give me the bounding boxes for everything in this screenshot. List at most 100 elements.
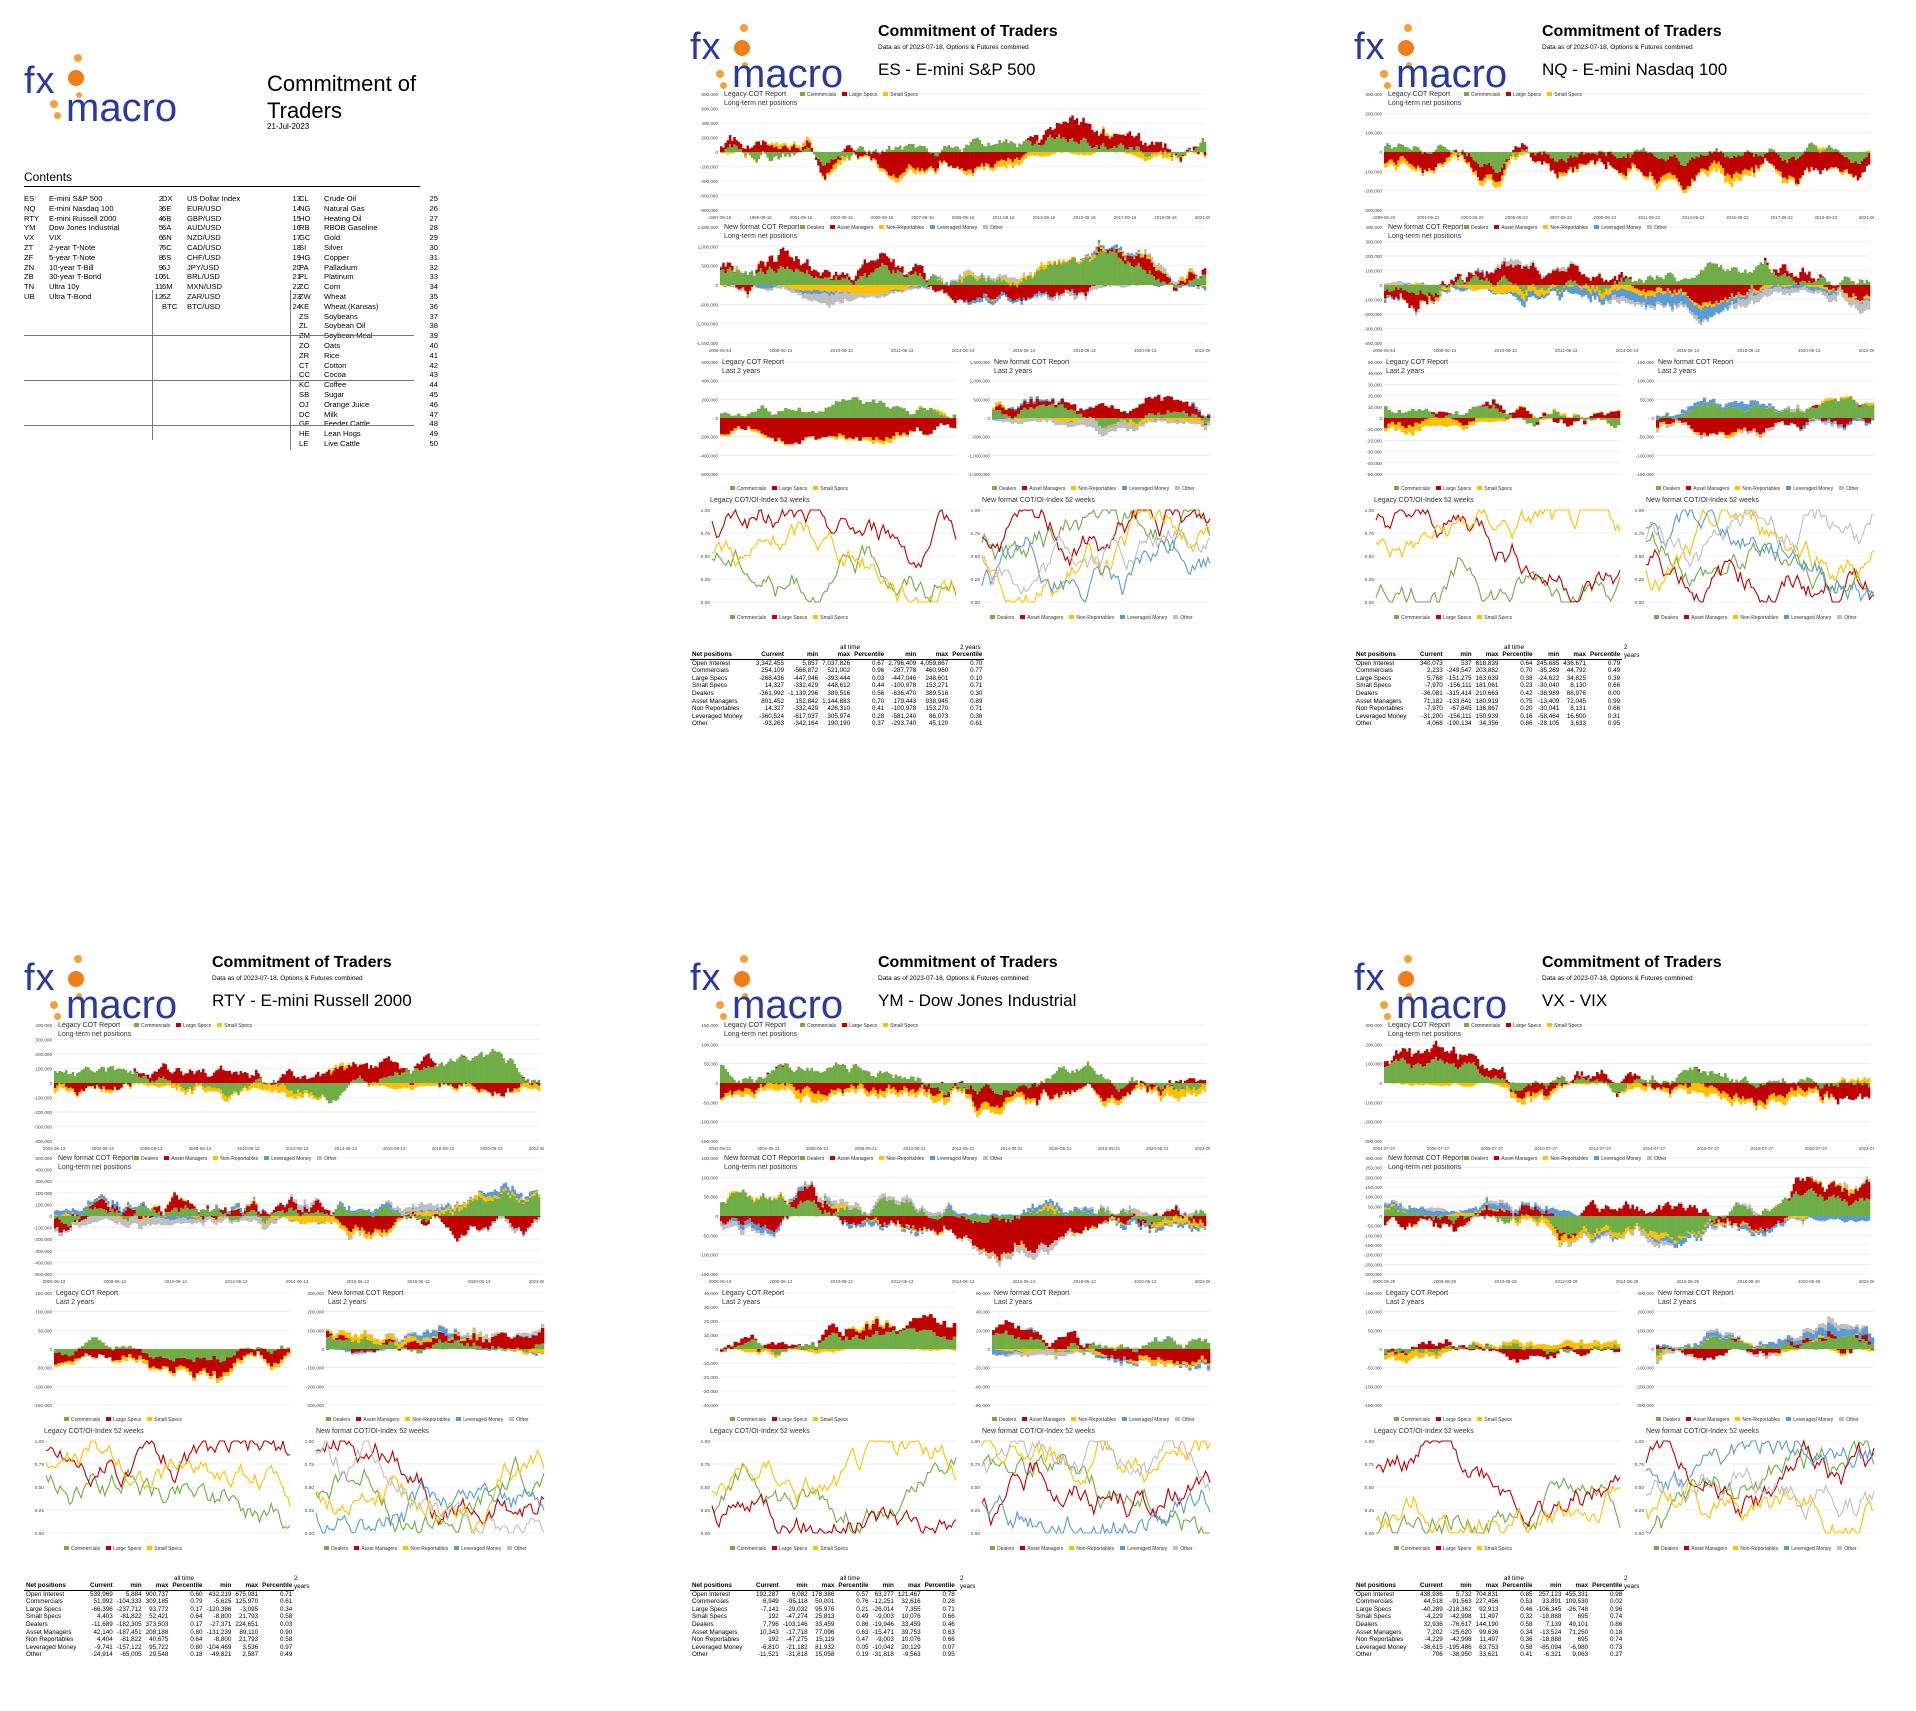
table-cell: -24,914 (88, 1651, 115, 1659)
table-cell: 3,633 (1561, 720, 1588, 728)
table-cell: -93,263 (754, 720, 786, 728)
toc-divider (24, 335, 414, 336)
page-subtitle: Data as of 2023-07-18, Options & Futures… (1542, 44, 1693, 51)
page-subtitle: Data as of 2023-07-18, Options & Futures… (212, 975, 363, 982)
toc-code: 6M (162, 282, 187, 292)
toc-name: Rice (324, 351, 418, 361)
row-label: Leveraged Money (24, 1644, 88, 1652)
tick-label: 150,000 (701, 1023, 718, 1028)
toc-entry[interactable]: ZMSoybean Meal39 (299, 331, 438, 341)
legend-swatch (990, 615, 995, 619)
row-label: Asset Managers (1354, 698, 1418, 706)
tick-label: 40,000 (976, 1310, 990, 1315)
toc-name: 2-year T-Note (49, 243, 143, 253)
legend-item: Other (1175, 486, 1195, 492)
date-label: 2022-08-13 (529, 1146, 544, 1151)
table-cell: -29,032 (781, 1606, 810, 1614)
legend-label: Asset Managers (837, 225, 873, 231)
legend-label: Other (1182, 486, 1195, 492)
legend-label: Asset Managers (1691, 1546, 1727, 1552)
table-cell: 695 (1563, 1613, 1590, 1621)
toc-page: 46 (418, 400, 438, 410)
legend-swatch (772, 486, 777, 490)
date-label: 2016-08-13 (383, 1146, 406, 1151)
toc-code: DX (162, 194, 187, 204)
date-label: 2018-06-13 (1073, 1279, 1096, 1284)
table-cell: 389,516 (918, 690, 950, 698)
legend-swatch (730, 1546, 735, 1550)
legend-item: Large Specs (772, 1546, 807, 1552)
chart-title: Legacy COT Report (58, 1021, 120, 1030)
date-label: 2020-06-13 (468, 1279, 491, 1284)
tick-label: 0.75 (971, 531, 981, 537)
table-cell: -13,409 (1535, 698, 1562, 706)
chart-subtitle: Last 2 years (722, 367, 760, 376)
tick-label: 300,000 (1365, 240, 1382, 245)
legend-swatch (1686, 1417, 1691, 1421)
legend-label: Commercials (737, 1417, 766, 1423)
logo-dot (720, 1013, 727, 1020)
legend-label: Large Specs (113, 1417, 141, 1423)
toc-code: CC (299, 370, 324, 380)
legend-item: Commercials (64, 1546, 100, 1552)
chart-subtitle: Last 2 years (994, 367, 1032, 376)
legend-label: Dealers (1661, 615, 1678, 621)
legend-swatch (1506, 92, 1511, 96)
table-cell: 0.36 (1500, 1636, 1534, 1644)
chart-title: New format COT Report (1658, 1289, 1733, 1298)
legend-label: Small Specs (224, 1023, 252, 1029)
legend-item: Commercials (134, 1023, 170, 1029)
tick-label: 1.00 (1365, 1439, 1375, 1445)
column-header: min (205, 1582, 234, 1590)
